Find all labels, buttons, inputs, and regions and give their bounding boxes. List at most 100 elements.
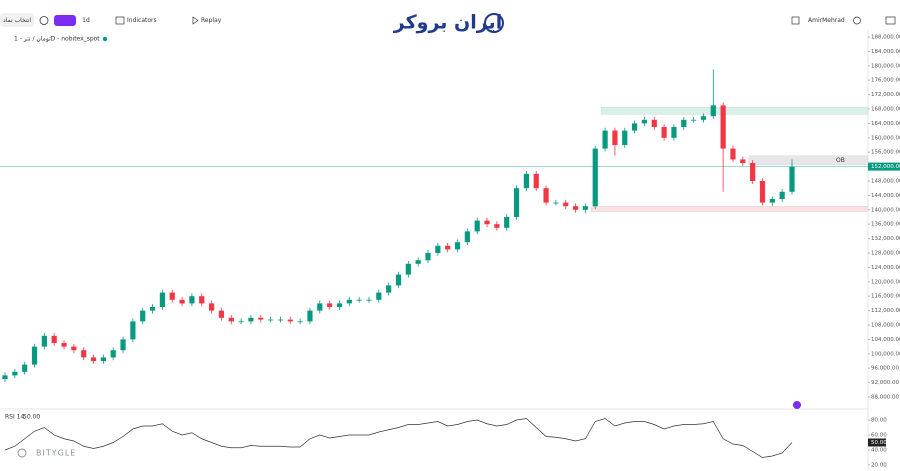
candle-body: [336, 303, 343, 307]
ai-button[interactable]: [54, 15, 76, 26]
y-tick-label: 140,000.00: [871, 207, 900, 213]
candle-body: [435, 245, 441, 253]
candle-body: [169, 292, 175, 300]
candle-body: [61, 343, 67, 347]
candle-body: [268, 319, 274, 321]
zone: [591, 206, 869, 212]
watermark-icon: [17, 448, 27, 458]
layout-icon[interactable]: [791, 16, 800, 25]
y-tick-label: 108,000.00: [871, 323, 900, 329]
status-dot: [102, 36, 108, 42]
y-tick-label: 188,000.00: [871, 35, 900, 41]
candle-body: [12, 371, 18, 376]
candle-body: [484, 220, 490, 225]
y-tick-label: 164,000.00: [871, 121, 900, 127]
symbol-search[interactable]: انتخاب نماد: [3, 17, 31, 24]
candle-body: [622, 130, 628, 145]
candle-body: [366, 299, 372, 301]
candle-body: [700, 116, 707, 120]
y-tick-label: 40.00: [871, 448, 887, 454]
candle-body: [543, 188, 549, 203]
settings-icon[interactable]: [853, 16, 861, 25]
candle-body: [681, 119, 687, 127]
y-tick-label: 180,000.00: [871, 63, 900, 69]
candle-body: [612, 130, 618, 145]
add-button[interactable]: [39, 16, 49, 25]
y-tick-label: 112,000.00: [871, 308, 900, 314]
candle-body: [563, 202, 569, 207]
snapshot-icon[interactable]: [885, 16, 896, 25]
candle-body: [179, 299, 185, 304]
alert-badge[interactable]: [793, 401, 801, 409]
candle-body: [504, 217, 510, 228]
replay-button[interactable]: Replay: [201, 17, 222, 24]
candle-body: [671, 127, 677, 138]
candle-body: [317, 303, 323, 311]
y-tick-label: 176,000.00: [871, 78, 900, 84]
logo-icon: [484, 13, 504, 33]
y-tick-label: 60.00: [871, 433, 887, 439]
candle-body: [199, 296, 205, 304]
candle-body: [651, 119, 657, 127]
y-tick-label: 120,000.00: [871, 279, 900, 285]
candle-body: [307, 310, 313, 322]
indicators-icon: [115, 16, 125, 25]
indicators-button[interactable]: Indicators: [127, 17, 157, 24]
candle-body: [661, 127, 667, 138]
candle-body: [159, 292, 165, 307]
interval[interactable]: 1d: [82, 17, 90, 24]
candle-body: [189, 296, 195, 304]
candle-body: [425, 253, 431, 261]
rsi-line: [4, 418, 793, 458]
candle-body: [71, 346, 77, 351]
candle-body: [445, 245, 451, 250]
y-tick-label: 132,000.00: [871, 236, 900, 242]
candle-body: [710, 105, 716, 117]
candle-body: [582, 206, 589, 210]
candle-body: [81, 350, 87, 358]
y-tick-label: 156,000.00: [871, 150, 900, 156]
y-tick-label: 144,000.00: [871, 193, 900, 199]
y-tick-label: 148,000.00: [871, 179, 900, 185]
y-tick-label: 104,000.00: [871, 337, 900, 343]
zone: [600, 107, 869, 115]
watermark: BITYGLE: [36, 449, 76, 458]
candle-body: [149, 307, 156, 311]
candle-body: [641, 119, 648, 124]
y-tick-label: 20.00: [871, 463, 887, 469]
candle-body: [553, 202, 559, 204]
candle-body: [218, 310, 225, 318]
candle-body: [120, 339, 126, 351]
rsi-last-label: 50.00: [871, 440, 887, 446]
candle-body: [740, 159, 746, 163]
y-tick-label: 88,000.00: [871, 395, 899, 401]
candle-body: [464, 231, 470, 243]
rsi-header-value: 50.00: [23, 414, 40, 421]
logo-box: [378, 0, 522, 42]
candle-body: [494, 224, 500, 228]
candle-body: [769, 199, 775, 203]
symbol-button[interactable]: [0, 13, 34, 27]
candle-body: [405, 263, 411, 275]
candle-body: [454, 242, 461, 250]
candle-body: [386, 285, 392, 293]
y-tick-label: 184,000.00: [871, 49, 900, 55]
candle-body: [110, 350, 116, 358]
rsi-title: RSI 14: [5, 414, 24, 421]
candle-body: [130, 321, 136, 340]
y-tick-label: 92,000.00: [871, 380, 899, 386]
candle-body: [759, 181, 766, 203]
candle-body: [415, 260, 421, 264]
candle-body: [277, 319, 284, 321]
candle-body: [720, 105, 726, 149]
rsi-tag: [868, 438, 886, 447]
candle-body: [592, 148, 598, 207]
y-tick-label: 160,000.00: [871, 135, 900, 141]
user-name[interactable]: AmirMehrad: [808, 17, 845, 24]
candle-body: [691, 119, 697, 121]
candle-body: [356, 299, 362, 301]
candle-body: [602, 130, 608, 149]
candle-body: [140, 310, 146, 322]
candle-body: [632, 123, 638, 131]
